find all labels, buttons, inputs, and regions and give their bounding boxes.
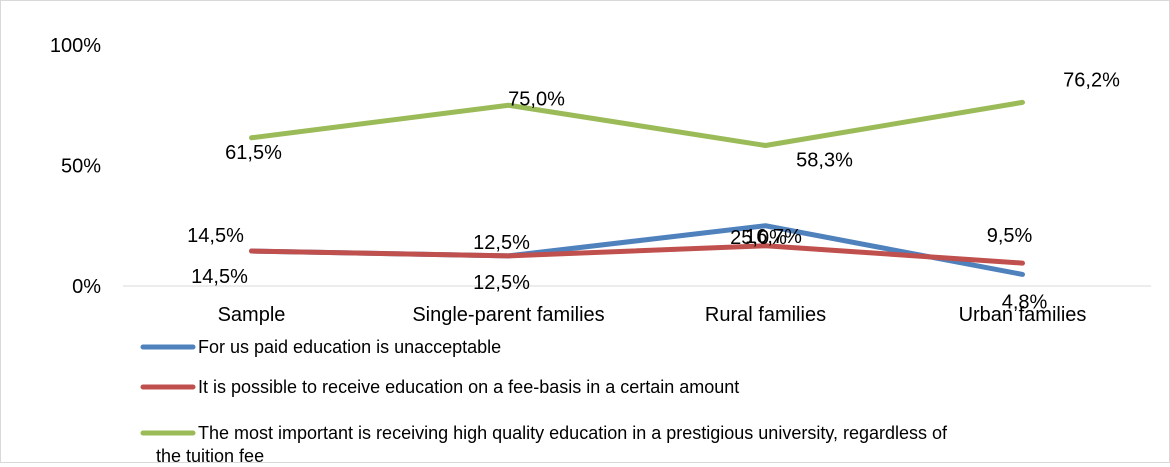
legend-label: It is possible to receive education on a… — [198, 377, 739, 397]
x-category-label: Sample — [218, 304, 286, 326]
legend-label: For us paid education is unacceptable — [198, 337, 501, 357]
data-label: 14,5% — [187, 225, 244, 247]
legend-label: the tuition fee — [156, 446, 264, 462]
data-label: 25,0% — [730, 227, 787, 249]
x-category-label: Urban families — [959, 304, 1087, 326]
data-label: 4,8% — [1002, 291, 1048, 313]
data-label: 14,5% — [191, 266, 248, 288]
series-line-2 — [249, 243, 1025, 266]
legend: For us paid education is unacceptable It … — [140, 337, 948, 466]
data-label: 61,5% — [225, 142, 282, 164]
axis-layer: 100% 50% 0% Sample Single-parent families Rur… — [50, 35, 1151, 326]
data-label: 58,3% — [796, 149, 853, 171]
data-label: 75,0% — [508, 88, 565, 110]
data-labels: 14,5% 12,5% 25,0% 4,8% 14,5% 12,5% 16,7% 9,5% 61… — [187, 69, 1120, 313]
legend-label: The most important is receiving high qua… — [198, 423, 948, 443]
data-label: 9,5% — [987, 225, 1033, 247]
data-label: 12,5% — [473, 232, 530, 254]
x-category-label: Single-parent families — [412, 304, 604, 326]
y-tick-label: 100% — [50, 35, 101, 57]
series-lines — [249, 99, 1025, 277]
y-tick-label: 50% — [61, 156, 101, 178]
data-label: 16,7% — [745, 226, 802, 248]
x-category-label: Rural families — [705, 304, 826, 326]
data-label: 12,5% — [473, 272, 530, 294]
data-label: 76,2% — [1063, 69, 1120, 91]
series-line-3 — [249, 99, 1025, 148]
y-tick-label: 0% — [72, 276, 101, 298]
